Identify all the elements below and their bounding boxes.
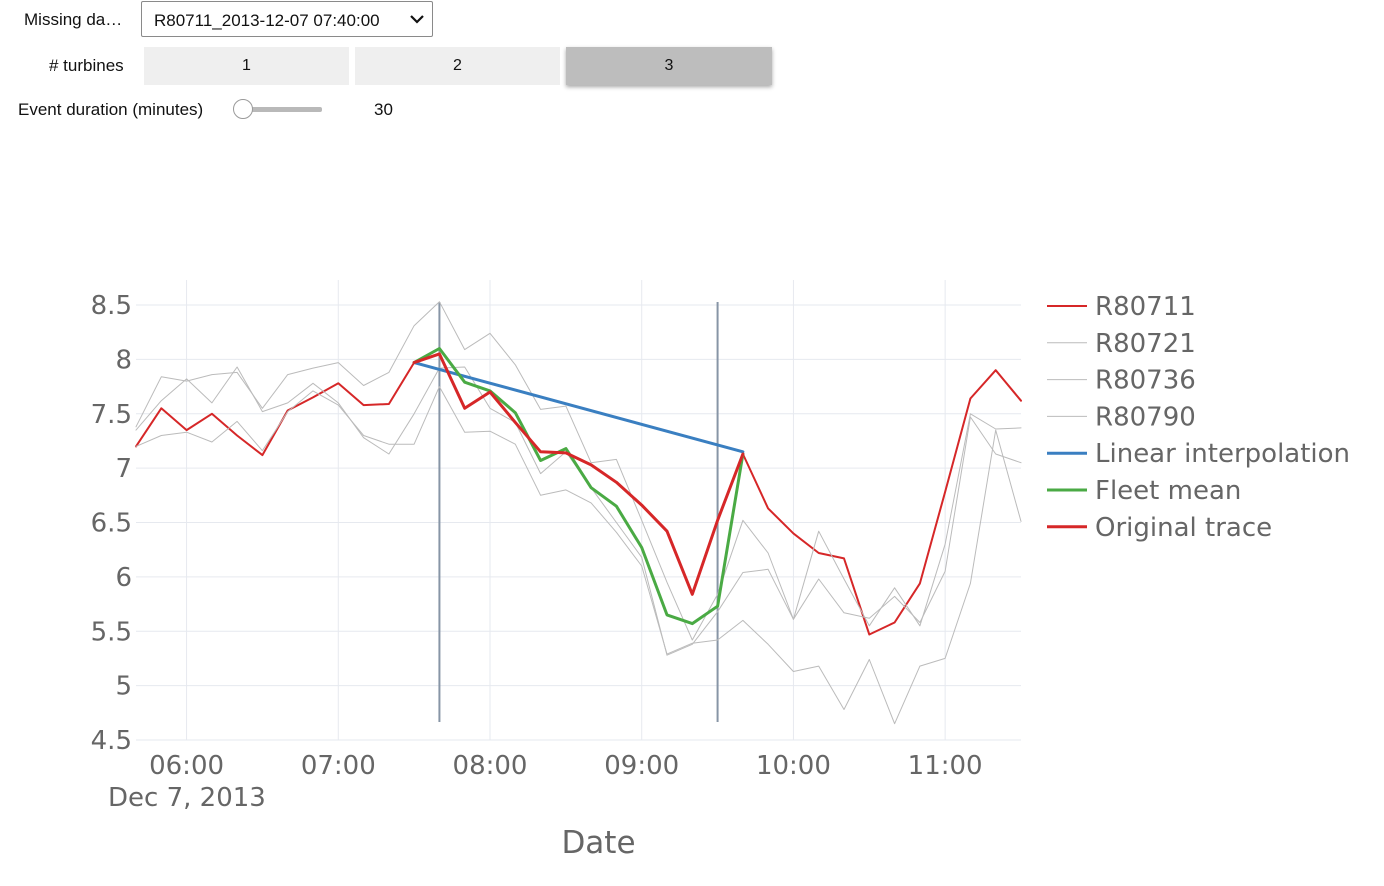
legend-label: R80790 [1095,402,1196,432]
series-line-r80736 [135,366,1022,656]
x-tick-label: 09:00 [604,751,679,781]
event-duration-slider-track[interactable] [243,107,322,112]
y-tick-label: 8.5 [91,291,132,321]
event-duration-value: 30 [374,100,393,119]
x-tick-label: 06:00 [149,751,224,781]
x-tick-label: 07:00 [301,751,376,781]
series-line-r80790 [135,386,1022,725]
x-tick-label: 10:00 [756,751,831,781]
x-tick-label: 08:00 [453,751,528,781]
turbines-option-3[interactable]: 3 [566,47,772,85]
legend-label: R80711 [1095,292,1196,322]
chevron-down-icon [410,15,424,24]
y-tick-label: 5 [115,672,132,702]
series-line-original-trace [412,352,745,596]
chart-series [135,301,1022,725]
x-axis-title: Date [561,825,635,861]
legend-label: Linear interpolation [1095,439,1350,469]
chart-legend: R80711 R80721 R80736 R80790 Linear interpola… [1047,292,1350,543]
series-line-r80721 [135,301,1022,641]
event-duration-label: Event duration (minutes) [18,100,204,119]
event-markers [438,302,719,722]
y-tick-label: 7.5 [91,400,132,430]
legend-label: Original trace [1095,513,1272,543]
legend-label: R80721 [1095,329,1196,359]
y-tick-label: 6 [115,563,132,593]
y-tick-label: 8 [115,345,132,375]
y-tick-label: 6.5 [91,509,132,539]
y-tick-label: 5.5 [91,617,132,647]
missing-data-value: R80711_2013-12-07 07:40:00 [154,11,380,30]
y-tick-label: 7 [115,454,132,484]
legend-label: Fleet mean [1095,476,1241,506]
event-duration-slider-thumb[interactable] [233,99,253,119]
chart-grid [136,280,1021,741]
series-line-fleet-mean [412,347,745,626]
turbines-label: # turbines [49,56,124,75]
x-date-label: Dec 7, 2013 [108,783,266,813]
turbines-option-1[interactable]: 1 [144,47,349,85]
x-tick-label: 11:00 [908,751,983,781]
turbines-option-2[interactable]: 2 [355,47,560,85]
series-line-linear-interpolation [412,361,745,454]
legend-label: R80736 [1095,366,1196,396]
missing-data-dropdown[interactable]: R80711_2013-12-07 07:40:00 [141,1,433,37]
y-tick-label: 4.5 [91,726,132,756]
series-line-r80711 [135,352,1022,636]
missing-data-label: Missing da… [24,10,123,29]
chart-axes: 4.5 5 5.5 6 6.5 7 7.5 8 8.5 06:00 07:00 08:00 09:00 1… [91,291,983,861]
